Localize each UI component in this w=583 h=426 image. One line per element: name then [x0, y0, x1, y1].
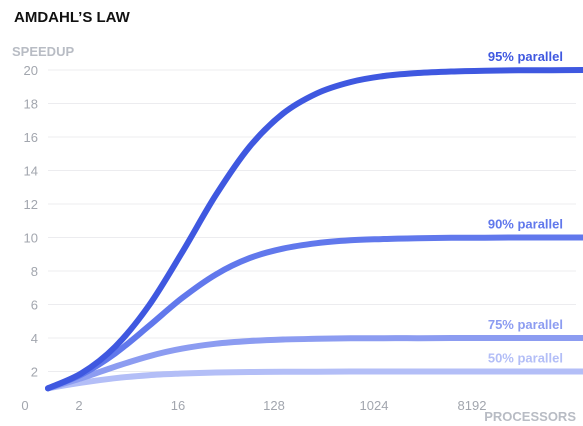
- x-tick-1024: 1024: [360, 398, 389, 413]
- y-tick-16: 16: [24, 130, 38, 145]
- series-line-3: [45, 368, 583, 392]
- x-axis-label: PROCESSORS: [484, 409, 576, 424]
- y-axis-label: SPEEDUP: [12, 44, 74, 59]
- x-tick-0: 0: [21, 398, 28, 413]
- series-line-2: [45, 334, 583, 392]
- y-tick-14: 14: [24, 164, 38, 179]
- series-label-0: 95% parallel: [488, 49, 563, 64]
- chart-title: AMDAHL’S LAW: [14, 9, 131, 26]
- x-tick-8192: 8192: [458, 398, 487, 413]
- y-tick-10: 10: [24, 231, 38, 246]
- series-line-1: [45, 234, 583, 392]
- y-tick-6: 6: [31, 298, 38, 313]
- x-tick-16: 16: [171, 398, 185, 413]
- y-tick-2: 2: [31, 365, 38, 380]
- series-labels: 50% parallel 75% parallel 90% parallel 95% …: [488, 49, 563, 366]
- y-tick-20: 20: [24, 63, 38, 78]
- series-label-2: 75% parallel: [488, 317, 563, 332]
- series-label-3: 50% parallel: [488, 351, 563, 366]
- y-tick-8: 8: [31, 264, 38, 279]
- y-tick-labels: 2 4 6 8 10 12 14 16 18 20: [24, 63, 38, 380]
- x-tick-labels: 0 2 16 128 1024 8192: [21, 398, 486, 413]
- series-lines: [45, 67, 583, 392]
- series-line-0: [45, 67, 583, 392]
- x-tick-128: 128: [263, 398, 285, 413]
- x-tick-2: 2: [75, 398, 82, 413]
- y-tick-12: 12: [24, 197, 38, 212]
- y-tick-4: 4: [31, 331, 38, 346]
- y-tick-18: 18: [24, 97, 38, 112]
- series-label-1: 90% parallel: [488, 217, 563, 232]
